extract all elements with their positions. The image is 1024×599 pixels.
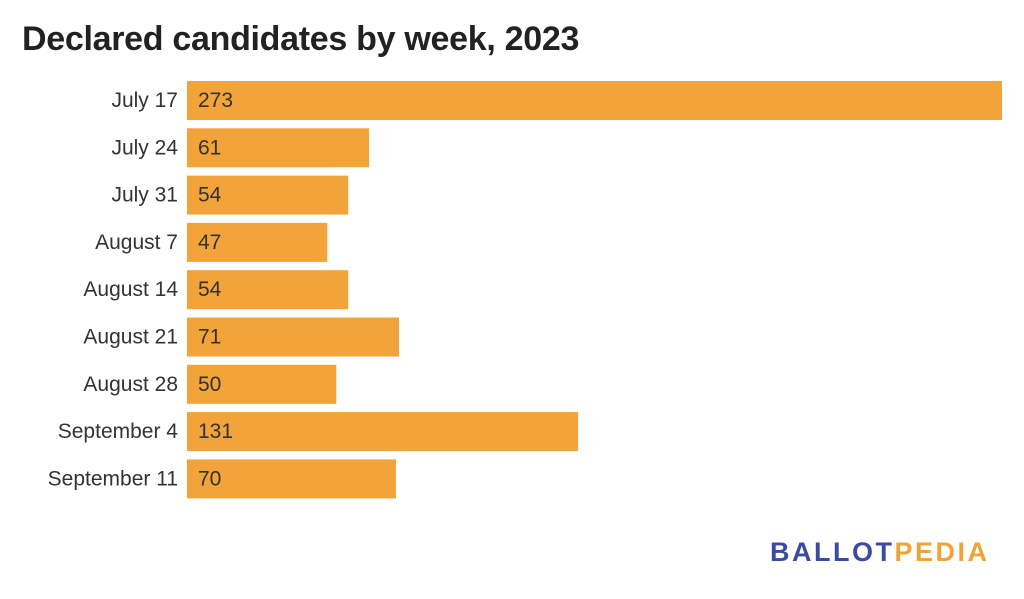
category-label-august-28: August 28 <box>83 373 178 396</box>
category-label-september-11: September 11 <box>48 467 178 490</box>
value-label-july-31: 54 <box>198 184 222 207</box>
ballotpedia-logo: BALLOTPEDIA <box>770 537 990 568</box>
bar-july-24 <box>187 128 370 168</box>
value-label-july-17: 273 <box>198 89 233 112</box>
logo-ballot-text: BALLOT <box>770 537 895 567</box>
category-label-august-7: August 7 <box>95 231 178 254</box>
category-label-july-24: July 24 <box>111 136 178 159</box>
bar-august-28 <box>187 364 337 404</box>
category-label-july-17: July 17 <box>111 89 178 112</box>
bars-layer: July 17 273 July 24 61 July 31 54 August 7 47 Au… <box>48 81 1002 499</box>
value-label-august-14: 54 <box>198 278 222 301</box>
bar-july-17 <box>187 81 1002 120</box>
value-label-september-4: 131 <box>198 420 233 443</box>
category-label-august-14: August 14 <box>83 278 178 301</box>
category-label-july-31: July 31 <box>111 184 178 207</box>
bar-september-4 <box>187 412 579 452</box>
bar-september-11 <box>187 459 396 499</box>
value-label-july-24: 61 <box>198 136 221 159</box>
bar-august-14 <box>187 270 349 310</box>
bar-july-31 <box>187 175 349 215</box>
logo-pedia-text: PEDIA <box>894 537 990 567</box>
category-label-august-21: August 21 <box>83 326 178 349</box>
value-label-september-11: 70 <box>198 467 221 490</box>
bar-august-7 <box>187 222 328 262</box>
category-label-september-4: September 4 <box>58 420 179 443</box>
bar-august-21 <box>187 317 399 357</box>
value-label-august-28: 50 <box>198 373 221 396</box>
value-label-august-7: 47 <box>198 231 221 254</box>
chart-title: Declared candidates by week, 2023 <box>22 20 580 58</box>
value-label-august-21: 71 <box>198 326 221 349</box>
